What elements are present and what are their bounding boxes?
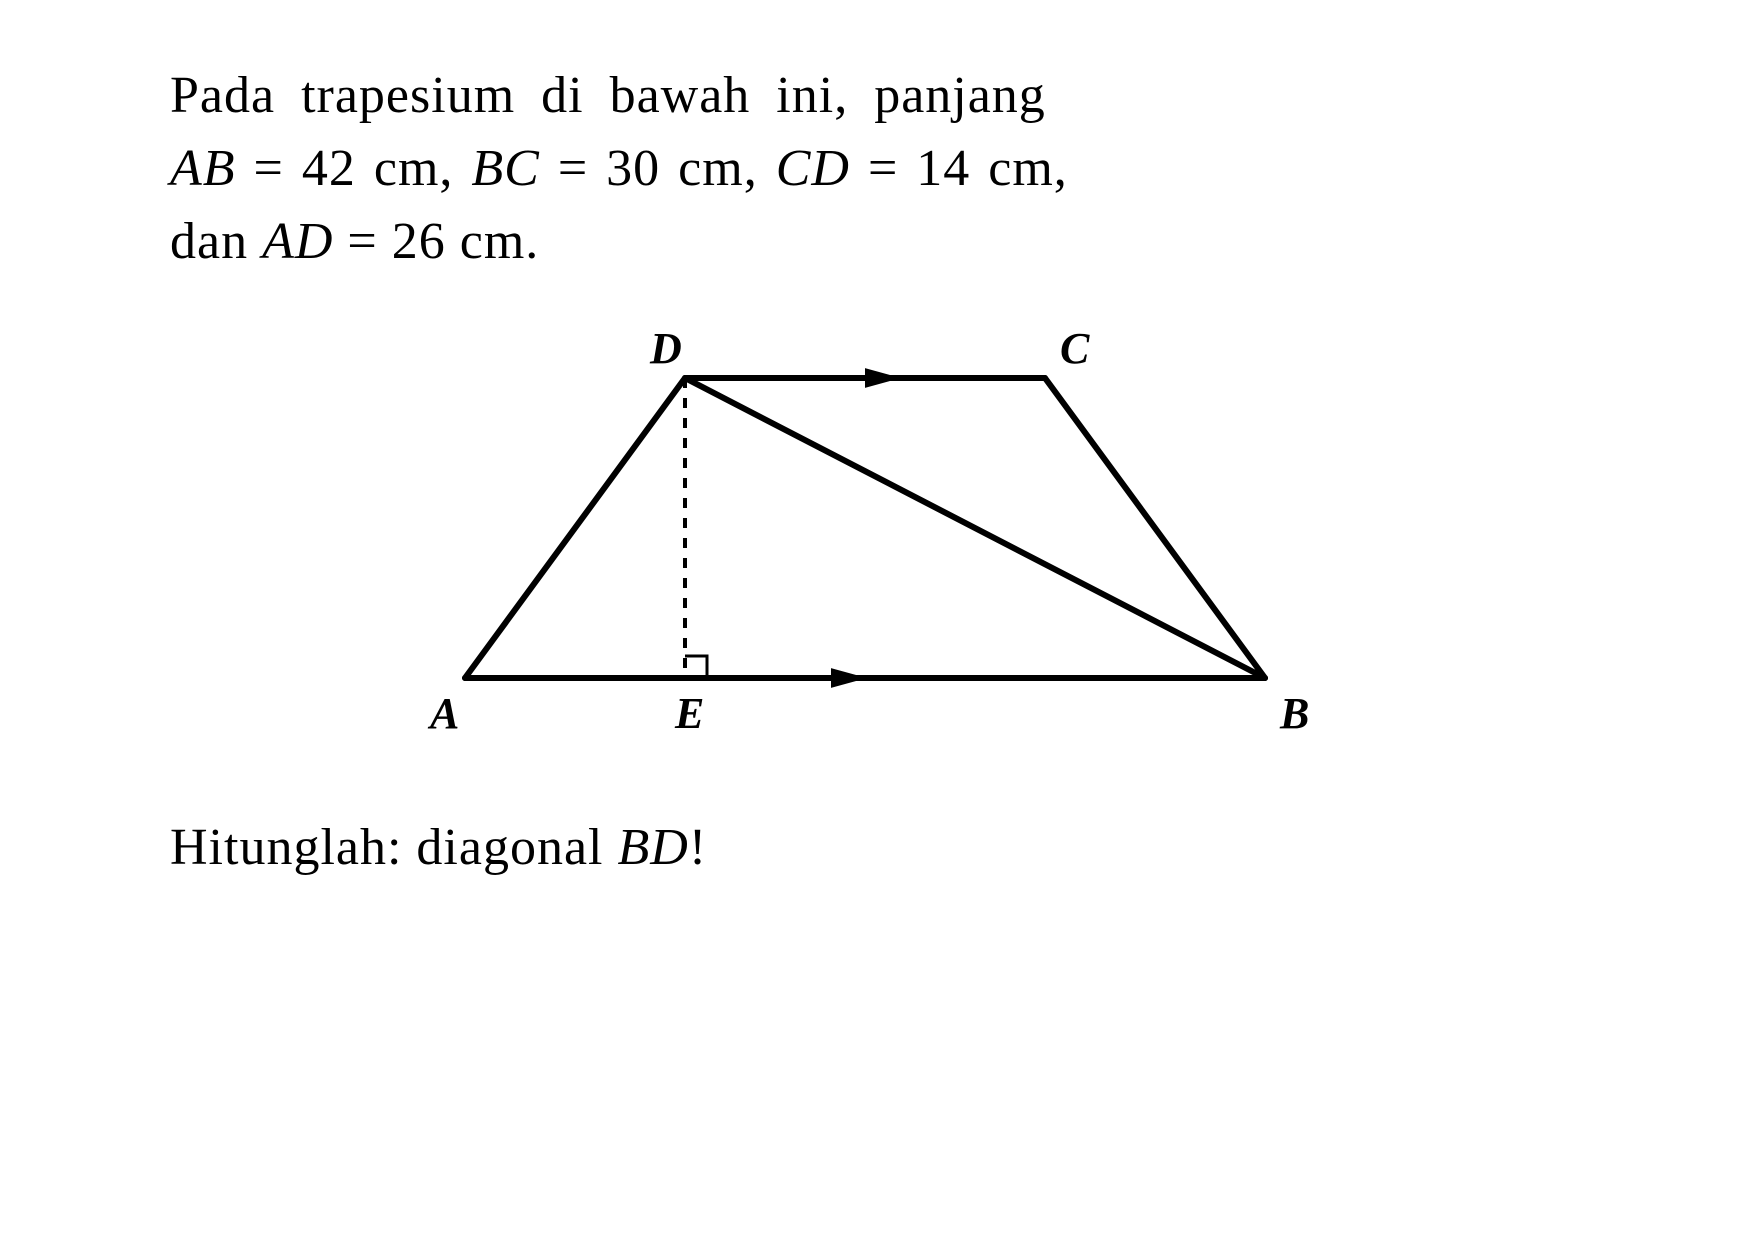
text-dan: dan <box>170 213 262 270</box>
var-ad: AD <box>262 213 333 270</box>
diagram-container: ABCDE <box>170 338 1580 758</box>
svg-text:A: A <box>427 689 459 738</box>
val2: 30 cm, <box>606 140 776 197</box>
var-bc: BC <box>471 140 539 197</box>
question-suffix: ! <box>689 819 707 876</box>
question-text: Hitunglah: diagonal BD! <box>170 818 1580 877</box>
text-line1: Pada trapesium di bawah ini, panjang <box>170 67 1046 124</box>
var-ab: AB <box>170 140 236 197</box>
diagram-svg: ABCDE <box>425 338 1325 758</box>
eq2: = <box>540 140 606 197</box>
trapezoid-diagram: ABCDE <box>425 338 1325 758</box>
question-var: BD <box>617 819 688 876</box>
problem-statement: Pada trapesium di bawah ini, panjang AB … <box>170 60 1580 278</box>
svg-text:C: C <box>1060 324 1090 373</box>
problem-line2: AB = 42 cm, BC = 30 cm, CD = 14 cm, <box>170 133 1580 206</box>
problem-line3: dan AD = 26 cm. <box>170 206 1580 279</box>
eq4: = <box>333 213 391 270</box>
eq1: = <box>236 140 302 197</box>
question-prefix: Hitunglah: diagonal <box>170 819 617 876</box>
svg-text:D: D <box>649 324 682 373</box>
val4: 26 cm. <box>392 213 540 270</box>
val1: 42 cm, <box>302 140 472 197</box>
problem-line1: Pada trapesium di bawah ini, panjang <box>170 60 1580 133</box>
svg-text:E: E <box>674 689 704 738</box>
var-cd: CD <box>776 140 850 197</box>
val3: 14 cm, <box>916 140 1068 197</box>
svg-text:B: B <box>1279 689 1309 738</box>
eq3: = <box>850 140 916 197</box>
